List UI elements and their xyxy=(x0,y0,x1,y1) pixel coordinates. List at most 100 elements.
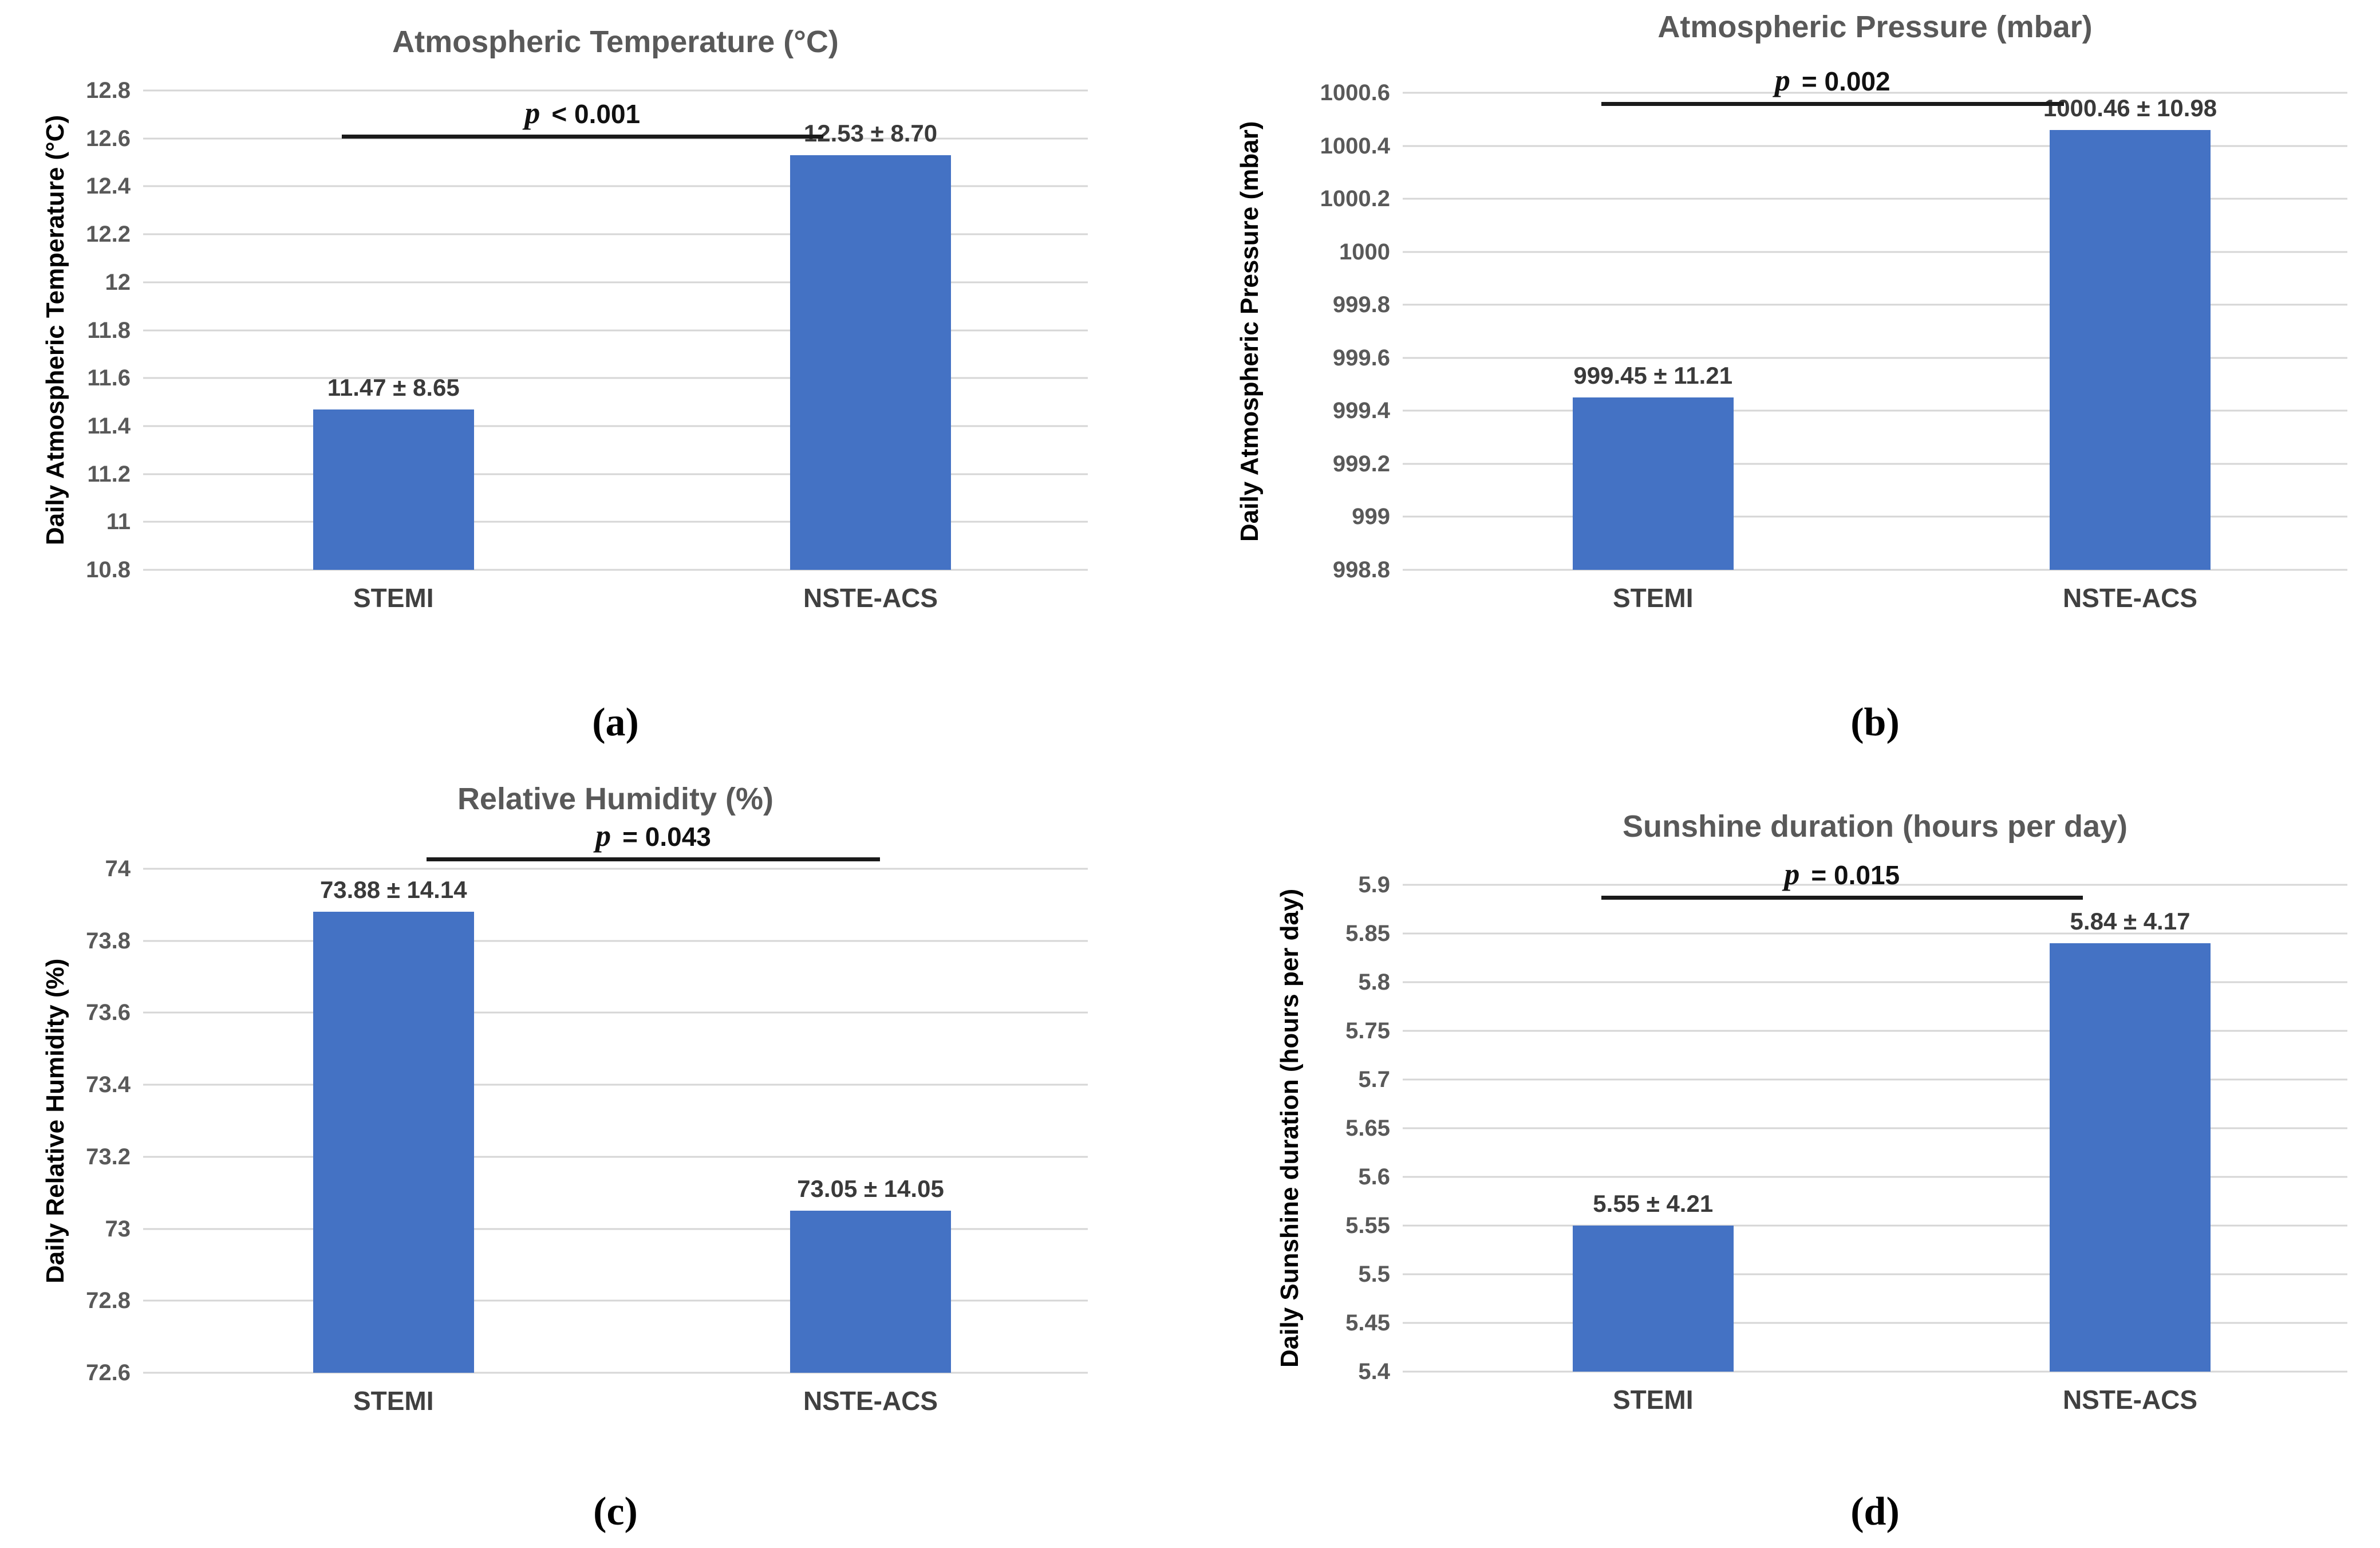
y-tick-label: 999.4 xyxy=(1332,398,1390,424)
gridline xyxy=(143,868,1088,870)
y-tick-label: 999.8 xyxy=(1332,292,1390,318)
y-tick-label: 999.2 xyxy=(1332,451,1390,476)
gridline xyxy=(1403,1078,2347,1081)
y-tick-label: 1000.2 xyxy=(1320,186,1390,212)
chart-title: Atmospheric Pressure (mbar) xyxy=(1657,10,2093,44)
gridline xyxy=(1403,409,2347,412)
plot-area: p = 0.015 5.55 ± 4.21 5.84 ± 4.17 STEMI N… xyxy=(1345,857,2347,1415)
p-symbol: p xyxy=(1774,63,1790,98)
y-tick-label: 10.8 xyxy=(86,557,131,582)
gridline xyxy=(143,425,1088,427)
x-category-nste-acs: NSTE-ACS xyxy=(803,1386,938,1416)
bar-value-label: 5.55 ± 4.21 xyxy=(1593,1190,1714,1217)
chart-title: Sunshine duration (hours per day) xyxy=(1622,809,2128,844)
panel-letter: (c) xyxy=(593,1490,638,1534)
bar-value-label: 999.45 ± 11.21 xyxy=(1573,362,1733,389)
bar-nste-acs: 12.53 ± 8.70 xyxy=(790,120,951,570)
gridline xyxy=(1403,1224,2347,1227)
panel-atmospheric-temperature: Atmospheric Temperature (°C) Daily Atmos… xyxy=(0,0,1190,773)
gridline xyxy=(1403,515,2347,518)
gridline xyxy=(1403,1370,2347,1373)
bar-stemi: 11.47 ± 8.65 xyxy=(313,374,474,570)
bar-value-label: 11.47 ± 8.65 xyxy=(327,373,460,401)
gridline xyxy=(143,473,1088,475)
y-tick-label: 12.8 xyxy=(86,78,131,103)
gridline xyxy=(1403,1273,2347,1275)
gridline xyxy=(1403,569,2347,571)
y-tick-label: 1000.4 xyxy=(1320,133,1390,159)
p-value-annotation: p = 0.015 xyxy=(1784,856,1900,892)
y-tick-label: 1000.6 xyxy=(1320,80,1390,105)
gridline xyxy=(143,1084,1088,1086)
bar-stemi: 73.88 ± 14.14 xyxy=(313,876,474,1373)
p-value-text: = 0.002 xyxy=(1801,66,1890,97)
y-tick-label: 5.65 xyxy=(1345,1116,1390,1141)
gridline xyxy=(143,521,1088,523)
gridline xyxy=(1403,1030,2347,1032)
plot-area: p < 0.001 11.47 ± 8.65 12.53 ± 8.70 STEMI… xyxy=(86,79,1088,613)
y-tick-label: 998.8 xyxy=(1332,557,1390,582)
gridline xyxy=(1403,92,2347,94)
p-value-annotation: p = 0.002 xyxy=(1775,62,1890,98)
x-category-nste-acs: NSTE-ACS xyxy=(803,583,938,613)
gridline xyxy=(143,377,1088,379)
plot-area: p = 0.043 73.88 ± 14.14 73.05 ± 14.05 STE… xyxy=(86,818,1088,1416)
x-category-stemi: STEMI xyxy=(353,583,434,613)
gridline xyxy=(1403,884,2347,886)
y-tick-label: 11.8 xyxy=(87,317,131,343)
y-tick-label: 5.85 xyxy=(1345,921,1390,946)
gridline xyxy=(1403,1127,2347,1129)
y-tick-label: 73 xyxy=(105,1216,131,1242)
gridline xyxy=(143,1299,1088,1302)
y-tick-label: 5.75 xyxy=(1345,1018,1390,1043)
gridline xyxy=(1403,251,2347,253)
gridline xyxy=(143,137,1088,140)
p-value-text: = 0.015 xyxy=(1811,860,1900,890)
significance-line xyxy=(427,857,880,862)
bar-nste-acs: 73.05 ± 14.05 xyxy=(790,1175,951,1373)
y-axis-label: Daily Atmospheric Pressure (mbar) xyxy=(1236,121,1264,542)
y-tick-label: 11.6 xyxy=(87,365,131,391)
y-tick-label: 5.5 xyxy=(1358,1262,1390,1287)
x-category-stemi: STEMI xyxy=(1612,583,1694,613)
bar-stemi: 5.55 ± 4.21 xyxy=(1573,1190,1734,1372)
gridline xyxy=(143,89,1088,92)
y-tick-label: 73.4 xyxy=(86,1072,131,1098)
p-symbol: p xyxy=(595,818,611,853)
y-tick-label: 12.6 xyxy=(86,125,131,151)
gridline xyxy=(143,281,1088,283)
bar-nste-acs: 5.84 ± 4.17 xyxy=(2050,908,2211,1372)
gridline xyxy=(143,1156,1088,1158)
significance-line xyxy=(341,134,823,139)
y-tick-label: 5.7 xyxy=(1358,1067,1390,1092)
bar-stemi: 999.45 ± 11.21 xyxy=(1573,362,1734,570)
plot-area: p = 0.002 999.45 ± 11.21 1000.46 ± 10.98 … xyxy=(1320,63,2347,613)
gridline xyxy=(1403,932,2347,935)
y-tick-label: 74 xyxy=(105,856,131,881)
chart-title: Relative Humidity (%) xyxy=(457,782,774,816)
panel-sunshine-duration: Sunshine duration (hours per day) Daily … xyxy=(1190,773,2380,1548)
gridline xyxy=(1403,463,2347,465)
gridline xyxy=(1403,145,2347,147)
panel-relative-humidity: Relative Humidity (%) Daily Relative Hum… xyxy=(0,773,1190,1548)
panel-letter: (b) xyxy=(1850,700,1900,745)
y-tick-label: 12.2 xyxy=(86,222,131,247)
p-symbol: p xyxy=(1784,856,1800,891)
p-value-annotation: p = 0.043 xyxy=(595,818,711,853)
x-category-nste-acs: NSTE-ACS xyxy=(2062,1385,2198,1415)
gridline xyxy=(143,1011,1088,1014)
x-category-stemi: STEMI xyxy=(353,1386,434,1416)
p-value-text: = 0.043 xyxy=(622,822,711,852)
gridline xyxy=(143,569,1088,571)
gridline xyxy=(143,233,1088,235)
x-category-nste-acs: NSTE-ACS xyxy=(2062,583,2198,613)
gridline xyxy=(1403,1322,2347,1324)
gridline xyxy=(1403,198,2347,200)
y-tick-label: 73.8 xyxy=(86,928,131,954)
gridline xyxy=(143,185,1088,187)
y-tick-label: 11 xyxy=(106,509,131,535)
y-tick-label: 5.45 xyxy=(1345,1310,1390,1336)
bar-value-label: 1000.46 ± 10.98 xyxy=(2043,94,2217,121)
y-tick-label: 12 xyxy=(105,269,131,295)
chart-title: Atmospheric Temperature (°C) xyxy=(392,25,839,59)
